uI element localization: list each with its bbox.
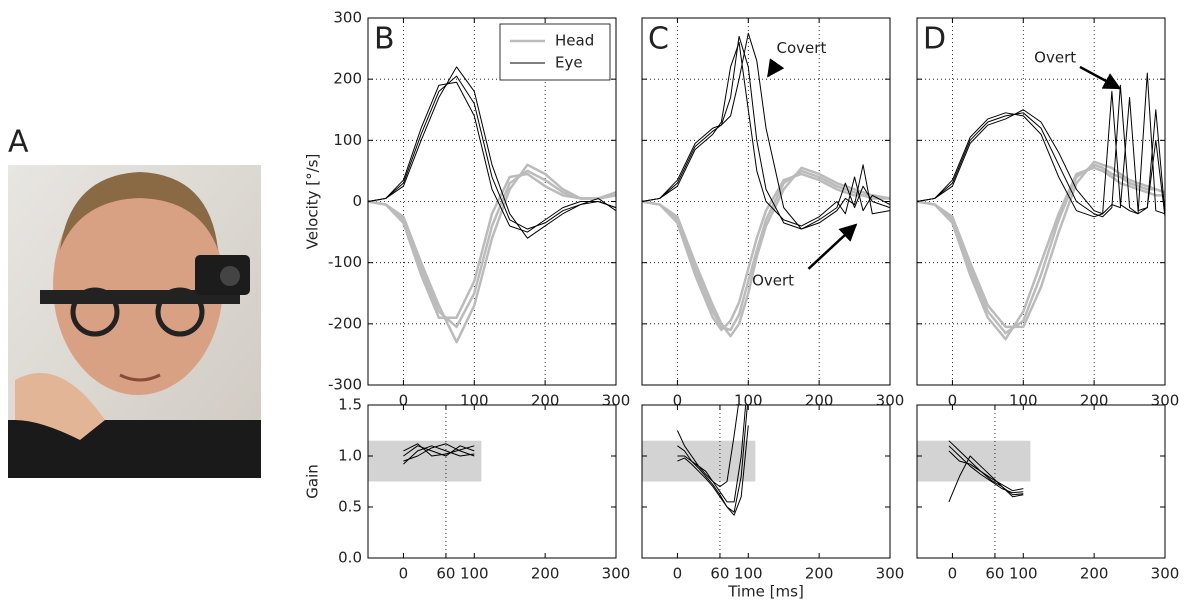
panel: 0 60 100 200 300 xyxy=(916,404,1180,583)
series-line xyxy=(917,97,1165,215)
x-tick-label: 60 xyxy=(985,565,1004,583)
x-tick-label: 300 xyxy=(876,565,905,583)
series-line xyxy=(948,445,1024,494)
legend-label: Head xyxy=(555,32,594,50)
series-line xyxy=(917,160,1165,329)
legend-box xyxy=(499,23,611,81)
x-tick-label: 60 xyxy=(436,565,455,583)
series-line xyxy=(677,405,748,513)
annotation: Overt xyxy=(1034,48,1076,66)
series-line xyxy=(368,81,616,233)
y-tick-label: 0.5 xyxy=(338,498,362,516)
plot-frame xyxy=(916,17,1166,386)
y-tick-label: 300 xyxy=(333,9,362,27)
annotation: Covert xyxy=(777,39,827,57)
photo xyxy=(8,165,261,478)
series-line xyxy=(403,445,475,457)
shaded-band xyxy=(917,440,1031,482)
x-tick-label: 200 xyxy=(805,565,834,583)
series-line xyxy=(403,443,475,462)
series-line xyxy=(368,66,616,239)
panel-label: D xyxy=(923,22,946,57)
x-tick-label: 0 xyxy=(948,565,958,583)
x-tick-label: 100 xyxy=(460,565,489,583)
x-tick-label: 0 xyxy=(399,565,409,583)
series-line xyxy=(917,166,1165,341)
series-line xyxy=(368,169,616,329)
plot-frame xyxy=(367,404,617,559)
series-line xyxy=(368,172,616,319)
x-tick-label: 300 xyxy=(602,565,631,583)
x-tick-label: 100 xyxy=(1009,565,1038,583)
panel: 0 60 100 200 300 Time [ms] xyxy=(641,404,905,601)
series-line xyxy=(917,72,1165,218)
series-line xyxy=(677,425,749,516)
shaded-band xyxy=(642,440,756,482)
panel-label: C xyxy=(648,22,669,57)
y-axis-label: Gain xyxy=(304,464,322,499)
x-tick-label: 100 xyxy=(734,565,763,583)
series-line xyxy=(368,163,616,344)
series-line xyxy=(642,169,890,332)
series-line xyxy=(948,455,1024,503)
legend-label: Eye xyxy=(555,54,583,72)
y-tick-label: 200 xyxy=(333,70,362,88)
y-tick-label: 100 xyxy=(333,131,362,149)
y-axis-label: Velocity [°/s] xyxy=(304,154,322,250)
annotation-arrow xyxy=(807,223,858,270)
x-tick-label: 300 xyxy=(1151,565,1180,583)
x-tick-label: 0 xyxy=(948,392,958,410)
x-tick-label: 60 xyxy=(710,565,729,583)
series-line xyxy=(676,405,739,488)
x-tick-label: 0 xyxy=(399,392,409,410)
plot-frame xyxy=(367,17,617,386)
x-tick-label: 0 xyxy=(673,392,683,410)
annotation-arrow xyxy=(767,58,785,78)
series-line xyxy=(642,41,890,227)
annotation: Overt xyxy=(752,272,794,290)
series-line xyxy=(642,166,890,338)
x-tick-label: 200 xyxy=(1080,565,1109,583)
series-line xyxy=(642,172,890,332)
series-line xyxy=(948,440,1024,492)
series-line xyxy=(917,90,1165,218)
series-line xyxy=(948,450,1024,498)
panel: 0 60 100 200 300 0.0 0.5 1.0 1.5 Gain xyxy=(304,396,631,583)
plot-frame xyxy=(641,17,891,386)
y-tick-label: 0.0 xyxy=(338,549,362,567)
series-line xyxy=(403,445,475,465)
panel-label: B xyxy=(374,22,395,57)
x-tick-label: 200 xyxy=(531,565,560,583)
series-line xyxy=(368,75,616,230)
y-tick-label: 1.0 xyxy=(338,447,362,465)
y-tick-label: -100 xyxy=(328,253,362,271)
x-axis-label: Time [ms] xyxy=(727,583,804,601)
y-tick-label: 1.5 xyxy=(338,396,362,414)
plot-frame xyxy=(916,404,1166,559)
y-tick-label: 0 xyxy=(352,192,362,210)
series-line xyxy=(642,32,890,230)
y-tick-label: -300 xyxy=(328,376,362,394)
shaded-band xyxy=(368,440,482,482)
y-tick-label: -200 xyxy=(328,314,362,332)
annotation-arrow xyxy=(1079,65,1122,90)
panel-label: A xyxy=(8,125,29,160)
plot-frame xyxy=(641,404,891,559)
x-tick-label: 0 xyxy=(673,565,683,583)
series-line xyxy=(403,443,475,457)
